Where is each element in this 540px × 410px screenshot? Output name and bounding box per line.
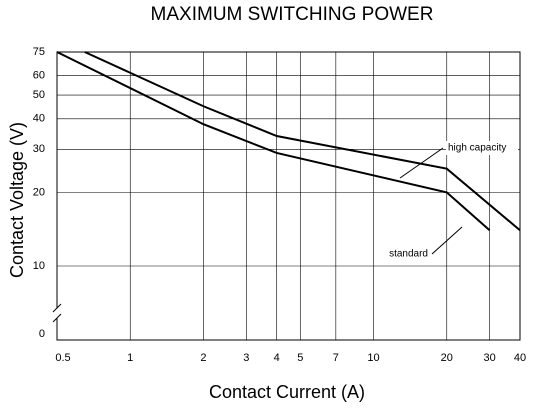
legend-bg [446,141,518,155]
y-tick-label: 30 [33,143,45,155]
x-tick-label: 1 [127,352,133,364]
data-line [84,51,521,232]
x-tick-label: 10 [367,352,379,364]
y-tick-label: 75 [33,46,45,58]
y-tick-label: 0 [39,328,45,340]
data-line [56,51,491,232]
x-tick-label: 4 [274,352,280,364]
x-tick-label: 5 [297,352,303,364]
x-tick-label: 30 [483,352,495,364]
y-tick-label: 50 [33,89,45,101]
y-tick-label: 10 [33,260,45,272]
x-tick-label: 2 [200,352,206,364]
y-axis-label: Contact Voltage (V) [7,122,27,278]
x-tick-label: 40 [514,352,526,364]
axis-break-mark [52,313,62,323]
legend-label: standard [389,249,428,260]
legend-label: high capacity [448,143,506,154]
axis-break-mark [52,303,62,313]
x-tick-label: 0.5 [55,352,70,364]
y-tick-label: 20 [33,186,45,198]
x-tick-label: 7 [333,352,339,364]
legend-bg [378,247,430,261]
leader-line [399,147,444,179]
x-tick-label: 20 [441,352,453,364]
y-tick-label: 40 [33,113,45,125]
chart-title: MAXIMUM SWITCHING POWER [151,4,434,25]
axis-break-gap [53,308,61,318]
leader-line [431,226,463,255]
x-tick-label: 3 [243,352,249,364]
x-axis-label: Contact Current (A) [209,382,365,402]
y-tick-label: 60 [33,70,45,82]
